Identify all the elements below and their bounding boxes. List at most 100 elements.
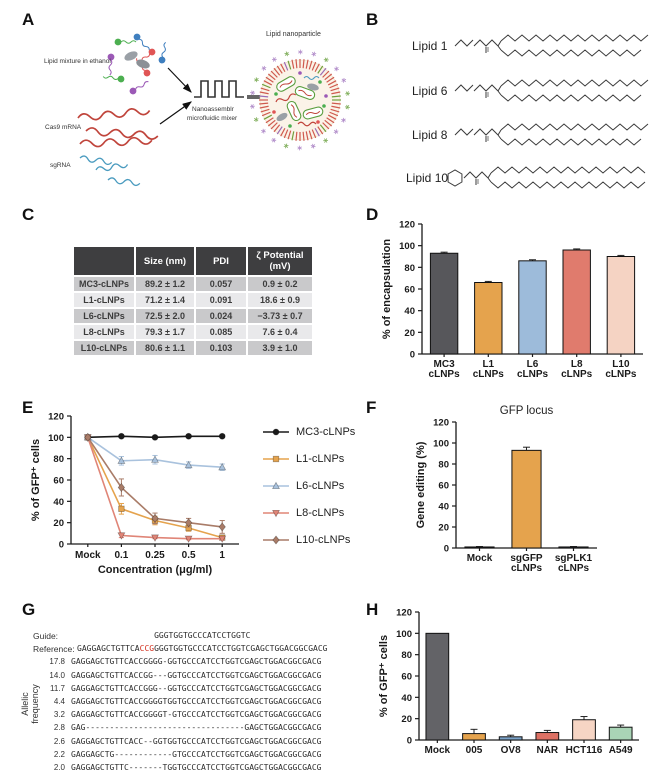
legend-label: L1-cLNPs — [296, 452, 345, 465]
allele-frequency: 2.2 — [53, 749, 65, 759]
svg-text:120: 120 — [48, 412, 64, 423]
panel-a-letter: A — [22, 10, 35, 29]
allele-row: 17.8 GAGGAGCTGTTCACCGGGG-GGTGCCCATCCTGGTC… — [33, 655, 327, 668]
svg-text:40: 40 — [53, 497, 64, 508]
allele-sequence: GAGGAGCTGTTC-------TGGTGCCCATCCTGGTCGAGC… — [71, 762, 322, 772]
svg-text:0.1: 0.1 — [114, 550, 128, 561]
svg-text:GFP locus: GFP locus — [500, 405, 554, 417]
guide-sequence: GGGTGGTGCCCATCCTGGTC — [77, 631, 251, 641]
panel-f-letter: F — [366, 398, 377, 417]
panel-b: B Lipid 1 Lipid 6 Lipid 8 Lipid 10 — [360, 0, 655, 200]
svg-text:100: 100 — [396, 629, 412, 640]
svg-text:40: 40 — [401, 693, 412, 704]
lnp-assembly-diagram — [77, 33, 350, 187]
legend-label: MC3-cLNPs — [296, 425, 356, 438]
allele-row: 4.4 GAGGAGCTGTTCACCGGGGTGGTGCCCATCCTGGTCG… — [33, 695, 327, 708]
row-name: MC3-cLNPs — [74, 277, 134, 291]
panel-c-letter: C — [22, 205, 35, 224]
svg-text:20: 20 — [438, 523, 449, 534]
allele-frequency: 2.6 — [53, 736, 65, 746]
legend-item: MC3-cLNPs — [262, 418, 355, 445]
panel-c: C — [0, 200, 360, 390]
svg-text:005: 005 — [466, 745, 483, 756]
svg-text:1: 1 — [219, 550, 225, 561]
panel-g-letter: G — [22, 600, 36, 619]
svg-text:100: 100 — [399, 241, 415, 252]
svg-text:120: 120 — [399, 220, 415, 231]
svg-text:60: 60 — [401, 672, 412, 683]
nanoparticle-properties-table: Size (nm) PDI ζ Potential (mV) MC3-cLNPs… — [72, 245, 314, 357]
svg-text:40: 40 — [438, 502, 449, 513]
cell-size: 80.6 ± 1.1 — [136, 341, 194, 355]
table-row: L10-cLNPs 80.6 ± 1.1 0.103 3.9 ± 1.0 — [74, 341, 312, 355]
table-row: L8-cLNPs 79.3 ± 1.7 0.085 7.6 ± 0.4 — [74, 325, 312, 339]
row-name: L10-cLNPs — [74, 341, 134, 355]
svg-text:100: 100 — [433, 439, 449, 450]
allele-row: 2.0 GAGGAGCTGTTC-------TGGTGCCCATCCTGGTCG… — [33, 761, 327, 774]
svg-text:0: 0 — [410, 350, 415, 361]
lipid-6-name: Lipid 6 — [412, 84, 448, 98]
svg-text:120: 120 — [433, 418, 449, 429]
reference-row: Reference: GAGGAGCTGTTCACCGGGGTGGTGCCCAT… — [33, 642, 327, 655]
svg-text:0: 0 — [59, 540, 64, 551]
svg-text:0: 0 — [407, 736, 412, 747]
allele-frequency: 2.8 — [53, 723, 65, 733]
allele-row: 3.2 GAGGAGCTGTTCACCGGGGT-GTGCCCATCCTGGTCG… — [33, 708, 327, 721]
col-header-size: Size (nm) — [136, 247, 194, 275]
cell-size: 71.2 ± 1.4 — [136, 293, 194, 307]
lipid-structures-drawing — [447, 34, 649, 189]
legend-item: L8-cLNPs — [262, 499, 355, 526]
svg-text:100: 100 — [48, 433, 64, 444]
allele-sequence: GAGGAGCTGTTCACCGGGG-GGTGCCCATCCTGGTCGAGC… — [71, 657, 322, 667]
mixer-label-line1: Nanoassemblr — [192, 106, 234, 113]
svg-text:Mock: Mock — [425, 745, 451, 756]
allele-sequence: GAG---------------------------------GAGC… — [71, 723, 322, 733]
cell-pdi: 0.091 — [196, 293, 246, 307]
svg-text:OV8: OV8 — [501, 745, 521, 756]
allele-frequency: 4.4 — [53, 697, 65, 707]
svg-text:20: 20 — [404, 328, 415, 339]
guide-label: Guide: — [33, 630, 59, 641]
panel-b-letter: B — [366, 10, 379, 29]
svg-text:NAR: NAR — [536, 745, 558, 756]
svg-text:0.5: 0.5 — [182, 550, 196, 561]
cell-pdi: 0.057 — [196, 277, 246, 291]
sequence-alignment: Guide: GGGTGGTGCCCATCCTGGTC Reference: G… — [33, 629, 327, 774]
panel-h-letter: H — [366, 600, 379, 619]
allele-sequence: GAGGAGCTGTTCACC--GGTGGTGCCCATCCTGGTCGAGC… — [71, 736, 322, 746]
encapsulation-bar-chart: 0 20 40 60 80 100 120 % of encapsulation MC3 cLNP… — [381, 220, 643, 380]
reference-label: Reference: — [33, 643, 75, 654]
svg-text:40: 40 — [404, 306, 415, 317]
cell-size: 89.2 ± 1.2 — [136, 277, 194, 291]
legend-label: L6-cLNPs — [296, 479, 345, 492]
panel-e-letter: E — [22, 398, 34, 417]
col-header-pdi: PDI — [196, 247, 246, 275]
mixer-label-line2: microfluidic mixer — [187, 115, 238, 122]
cell-size: 79.3 ± 1.7 — [136, 325, 194, 339]
allele-sequence: GAGGAGCTGTTCACCGGGGT-GTGCCCATCCTGGTCGAGC… — [71, 710, 322, 720]
pam-site: CCG — [139, 644, 155, 654]
cell-pdi: 0.085 — [196, 325, 246, 339]
allele-sequence: GAGGAGCTG------------GTGCCCATCCTGGTCGAGC… — [71, 749, 322, 759]
legend-label: L10-cLNPs — [296, 533, 351, 546]
svg-text:80: 80 — [438, 460, 449, 471]
svg-text:Concentration (μg/ml): Concentration (μg/ml) — [98, 564, 213, 576]
gene-editing-bar-chart: 0 20 40 60 80 100 120 Gene editing (%) GFP locus… — [415, 405, 597, 574]
svg-text:Gene editing (%): Gene editing (%) — [415, 441, 427, 528]
cell-zeta: 18.6 ± 0.9 — [248, 293, 312, 307]
row-name: L1-cLNPs — [74, 293, 134, 307]
svg-text:A549: A549 — [609, 745, 633, 756]
cell-pdi: 0.024 — [196, 309, 246, 323]
allele-frequency: 2.0 — [53, 762, 65, 772]
cell-zeta: 7.6 ± 0.4 — [248, 325, 312, 339]
svg-text:HCT116: HCT116 — [566, 745, 603, 756]
svg-text:60: 60 — [53, 476, 64, 487]
svg-text:Mock: Mock — [75, 550, 101, 561]
cas9-mrna-label: Cas9 mRNA — [45, 124, 82, 131]
allele-row: 2.2 GAGGAGCTG------------GTGCCCATCCTGGTCG… — [33, 748, 327, 761]
svg-text:0.25: 0.25 — [145, 550, 165, 561]
